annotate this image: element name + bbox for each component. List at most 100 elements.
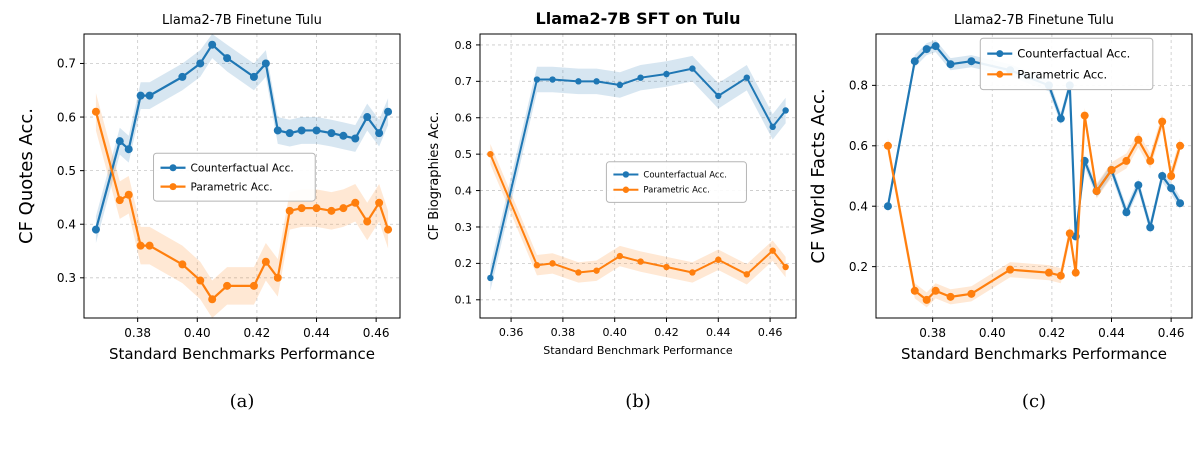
data-point [782,263,789,271]
panel-b: 0.36 0.38 0.40 0.42 0.44 0.46 0.1 0.2 0.3 0.4 0.5 0… [408,6,804,412]
data-point [487,150,494,158]
data-point [273,126,282,135]
data-point [1080,111,1089,120]
data-point [384,225,393,234]
data-point [312,126,321,135]
data-point [273,273,282,282]
confidence-band [887,108,1181,308]
x-tick-label: 0.44 [1098,326,1125,340]
y-tick-label: 0.5 [57,164,76,178]
x-tick-label: 0.46 [1158,326,1185,340]
data-point [91,107,100,116]
data-point [593,78,600,85]
data-point [946,292,955,301]
y-tick-label: 0.6 [455,112,473,125]
chart-xlabel: Standard Benchmarks Performance [109,345,375,363]
chart-svg-b: 0.36 0.38 0.40 0.42 0.44 0.46 0.1 0.2 0.3 0.4 0.5 0… [427,9,797,357]
confidence-band [95,92,389,319]
data-point [249,281,258,290]
data-point [575,269,582,276]
data-point [549,260,556,267]
data-point [249,72,258,81]
data-point [1044,268,1053,277]
chart-title: Llama2-7B Finetune Tulu [162,13,322,28]
x-tick-label: 0.38 [919,326,946,340]
data-point [910,286,919,295]
y-tick-label: 0.3 [57,271,76,285]
x-tick-label: 0.44 [706,326,731,339]
x-tick-label: 0.40 [979,326,1006,340]
y-tick-label: 0.2 [455,257,473,270]
data-point [946,60,955,69]
legend-swatch-marker [169,164,177,172]
data-point [145,91,154,100]
data-point [261,257,270,266]
data-point [375,198,384,207]
data-point [782,107,789,114]
data-point [136,241,145,250]
data-point [1134,135,1143,144]
data-point [375,129,384,138]
caption-a: (a) [229,391,255,412]
data-point [124,190,133,199]
legend-label: Parametric Acc. [643,186,709,196]
data-point [339,204,348,213]
data-point [1167,172,1176,180]
data-point [1056,114,1065,123]
data-point [285,129,294,138]
data-point [549,76,556,83]
data-point [1146,223,1155,232]
data-point [1146,156,1155,165]
data-point [487,274,494,282]
data-point [883,202,892,211]
legend-label: Counterfactual Acc. [1017,47,1130,61]
y-tick-label: 0.5 [455,148,473,161]
data-point [1122,156,1131,165]
chart-c: 0.38 0.40 0.42 0.44 0.46 0.2 0.4 0.6 0.8 Llama2-7… [804,6,1200,381]
x-tick-label: 0.46 [363,326,390,340]
chart-title: Llama2-7B SFT on Tulu [536,9,741,28]
data-point [616,81,624,89]
legend-box [605,161,747,203]
data-point [637,74,644,81]
data-point [1158,117,1167,126]
data-point [223,281,232,290]
data-point [1176,199,1185,208]
data-point [208,40,217,49]
chart-svg-a: 0.38 0.40 0.42 0.44 0.46 0.3 0.4 0.5 0.6 0.7 Llama… [16,13,401,363]
data-point [196,59,205,68]
x-tick-label: 0.46 [758,326,783,339]
data-point [297,126,306,135]
data-point [533,76,541,83]
data-point [575,78,582,85]
panel-c: 0.38 0.40 0.42 0.44 0.46 0.2 0.4 0.6 0.8 Llama2-7… [804,6,1200,412]
legend-swatch-marker [622,186,630,193]
data-point [384,107,393,116]
chart-ylabel: CF Quotes Acc. [16,108,37,244]
data-point [743,271,750,278]
caption-c: (c) [1021,391,1047,412]
legend-box [153,152,316,202]
data-point [351,198,360,207]
legend-label: Counterfactual Acc. [643,170,727,180]
data-point [616,252,624,260]
data-point [689,65,696,72]
data-point [285,206,294,215]
data-point [223,54,232,63]
y-tick-label: 0.4 [57,217,76,231]
data-point [136,91,145,100]
y-tick-label: 0.6 [57,110,76,124]
data-point [261,59,270,68]
confidence-band [95,34,389,243]
data-point [1092,187,1101,196]
data-point [663,70,670,78]
data-point [1107,165,1116,174]
x-tick-label: 0.40 [602,326,627,339]
y-tick-label: 0.1 [455,294,473,307]
y-tick-label: 0.4 [849,199,868,213]
chart-title: Llama2-7B Finetune Tulu [954,13,1114,28]
data-point [769,123,776,131]
x-tick-label: 0.40 [184,326,211,340]
data-point [769,247,776,254]
